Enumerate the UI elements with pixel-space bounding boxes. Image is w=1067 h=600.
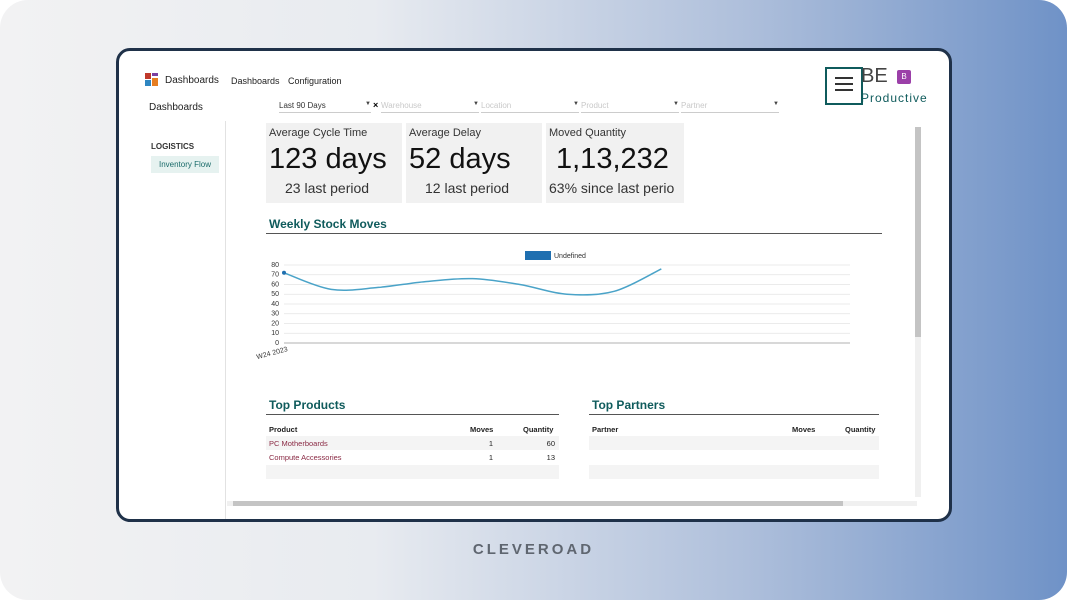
column-header: Quantity bbox=[523, 425, 554, 434]
caret: ▼ bbox=[365, 101, 371, 107]
footer-brand: CLEVEROAD bbox=[472, 541, 595, 558]
caret: ▼ bbox=[673, 101, 679, 107]
caret: ▼ bbox=[473, 101, 479, 107]
logo-text: BE bbox=[861, 65, 888, 87]
table-row[interactable]: Compute Accessories 1 13 bbox=[266, 450, 559, 464]
kpi-value: 52 days bbox=[409, 143, 511, 175]
empty-row bbox=[266, 465, 559, 479]
sidebar-section: LOGISTICS bbox=[151, 142, 195, 151]
y-tick-label: 40 bbox=[271, 301, 279, 308]
cell: 1 bbox=[488, 453, 493, 462]
table-header: Product Moves Quantity bbox=[266, 421, 559, 435]
column-header: Product bbox=[269, 425, 298, 434]
x-tick-label: W24 2023 bbox=[256, 346, 289, 361]
filter-text: Last 90 Days bbox=[279, 101, 326, 110]
y-tick-label: 10 bbox=[271, 330, 279, 337]
logo-subtext: Productive bbox=[861, 91, 928, 105]
breadcrumb: Dashboards bbox=[149, 102, 203, 113]
kpi-label: Average Cycle Time bbox=[269, 127, 368, 139]
line-point bbox=[282, 270, 286, 275]
cell: Compute Accessories bbox=[269, 453, 342, 462]
user-badge[interactable]: B bbox=[897, 70, 911, 84]
table-header: Partner Moves Quantity bbox=[589, 421, 879, 435]
sidebar-item[interactable]: Inventory Flow bbox=[151, 156, 219, 173]
menu-item[interactable]: Dashboards bbox=[231, 76, 280, 86]
kpi-card[interactable]: Average Cycle Time 123 days 23 last peri… bbox=[266, 123, 402, 203]
app-window: Dashboards Dashboards Configuration Dash… bbox=[116, 48, 952, 522]
scrollbar-track bbox=[915, 127, 921, 497]
kpi-label: Average Delay bbox=[409, 127, 481, 139]
kpi-label: Moved Quantity bbox=[549, 127, 627, 139]
kpi-sub: 63% since last perio bbox=[549, 180, 675, 196]
section-title: Top Partners bbox=[589, 398, 879, 415]
h-scrollbar-track bbox=[227, 501, 917, 506]
logo-icon bbox=[825, 67, 863, 105]
empty-row bbox=[589, 465, 879, 479]
filter-period[interactable]: Last 90 Days ▼ bbox=[279, 101, 371, 113]
table-row[interactable]: PC Motherboards 1 60 bbox=[266, 436, 559, 450]
section-title: Top Products bbox=[266, 398, 559, 415]
kpi-value: 123 days bbox=[269, 143, 387, 175]
cell: 1 bbox=[488, 439, 493, 448]
filter-product[interactable]: Product ▼ bbox=[581, 101, 679, 113]
placeholder: Warehouse bbox=[381, 101, 422, 110]
cell: 13 bbox=[546, 453, 555, 462]
app-icon bbox=[145, 73, 159, 87]
y-tick-label: 60 bbox=[271, 281, 279, 288]
cell: 60 bbox=[546, 439, 555, 448]
filter-location[interactable]: Location ▼ bbox=[481, 101, 579, 113]
empty-row bbox=[589, 436, 879, 450]
filter-partner[interactable]: Partner ▼ bbox=[681, 101, 779, 113]
placeholder: Product bbox=[581, 101, 609, 110]
caret: ▼ bbox=[773, 101, 779, 107]
kpi-card[interactable]: Moved Quantity 1,13,232 63% since last p… bbox=[546, 123, 684, 203]
kpi-value: 1,13,232 bbox=[556, 143, 669, 175]
column-header: Moves bbox=[470, 425, 494, 434]
line-chart: 0 10 20 30 40 50 60 70 80 W24 2023 Undefined bbox=[256, 251, 850, 361]
placeholder: Partner bbox=[681, 101, 708, 110]
y-tick-label: 20 bbox=[271, 320, 279, 327]
y-tick-label: 80 bbox=[271, 262, 279, 269]
column-header: Partner bbox=[592, 425, 619, 434]
caret: ▼ bbox=[573, 101, 579, 107]
y-tick-label: 70 bbox=[271, 272, 279, 279]
y-tick-label: 30 bbox=[271, 311, 279, 318]
kpi-card[interactable]: Average Delay 52 days 12 last period bbox=[406, 123, 542, 203]
menu-item[interactable]: Configuration bbox=[288, 76, 342, 86]
filter-warehouse[interactable]: Warehouse ▼ bbox=[381, 101, 479, 113]
placeholder: Location bbox=[481, 101, 512, 110]
y-tick-label: 0 bbox=[275, 340, 279, 347]
kpi-sub: 23 last period bbox=[285, 180, 370, 196]
cell: PC Motherboards bbox=[269, 439, 328, 448]
brand[interactable]: Dashboards bbox=[165, 75, 219, 86]
kpi-sub: 12 last period bbox=[425, 180, 510, 196]
clear-button[interactable]: × bbox=[373, 100, 379, 110]
line-series bbox=[283, 268, 662, 296]
column-header: Quantity bbox=[845, 425, 876, 434]
h-scrollbar-thumb[interactable] bbox=[233, 501, 843, 506]
section-title: Weekly Stock Moves bbox=[266, 217, 882, 234]
legend-swatch bbox=[525, 251, 551, 260]
column-header: Moves bbox=[792, 425, 816, 434]
y-tick-label: 50 bbox=[271, 291, 279, 298]
legend-label: Undefined bbox=[554, 253, 586, 260]
scrollbar-thumb[interactable] bbox=[915, 127, 921, 337]
sidebar bbox=[139, 121, 226, 519]
